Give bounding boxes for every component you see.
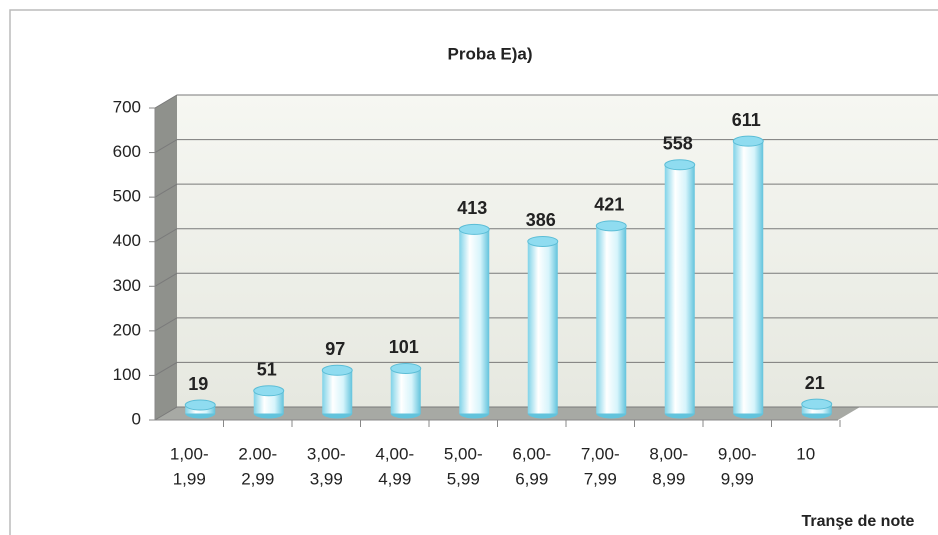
bar bbox=[596, 225, 627, 414]
bar-top bbox=[390, 362, 422, 374]
bar-top bbox=[801, 398, 833, 410]
y-tick-label: 300 bbox=[113, 276, 141, 295]
grid-line bbox=[154, 139, 938, 154]
y-tick-label: 0 bbox=[132, 409, 141, 428]
value-label: 51 bbox=[257, 360, 277, 380]
bar-top bbox=[527, 235, 559, 247]
value-label: 413 bbox=[457, 198, 487, 218]
chart-title: Proba E)a) bbox=[447, 44, 532, 63]
x-tick-label: 5,00- bbox=[444, 444, 483, 463]
value-label: 101 bbox=[389, 337, 419, 357]
y-tick-label: 400 bbox=[113, 231, 141, 250]
bar-top bbox=[732, 135, 764, 147]
bar-top bbox=[664, 159, 696, 171]
bar bbox=[664, 164, 695, 414]
x-tick-label: 10 bbox=[796, 444, 815, 463]
x-tick-label: 2.00- bbox=[238, 444, 277, 463]
side-wall bbox=[155, 95, 177, 420]
x-tick-label: 7,99 bbox=[584, 469, 617, 488]
x-tick-label: 8,00- bbox=[649, 444, 688, 463]
x-tick-label: 9,99 bbox=[721, 469, 754, 488]
y-tick-label: 200 bbox=[113, 320, 141, 339]
value-label: 386 bbox=[526, 210, 556, 230]
x-tick-label: 1,00- bbox=[170, 444, 209, 463]
x-tick-label: 7,00- bbox=[581, 444, 620, 463]
y-tick-label: 100 bbox=[113, 365, 141, 384]
value-label: 558 bbox=[663, 134, 693, 154]
value-label: 97 bbox=[325, 339, 345, 359]
bar bbox=[322, 370, 353, 414]
bar-top bbox=[321, 364, 353, 376]
x-tick-label: 1,99 bbox=[173, 469, 206, 488]
bar bbox=[733, 141, 764, 414]
x-tick-label: 2,99 bbox=[241, 469, 274, 488]
x-axis-label: Tranşe de note bbox=[802, 513, 915, 530]
value-label: 421 bbox=[594, 195, 624, 215]
bar bbox=[253, 390, 284, 414]
bar bbox=[459, 229, 490, 414]
bar-top bbox=[595, 220, 627, 232]
x-tick-label: 5,99 bbox=[447, 469, 480, 488]
x-tick-label: 9,00- bbox=[718, 444, 757, 463]
x-tick-label: 3,00- bbox=[307, 444, 346, 463]
y-tick-label: 600 bbox=[113, 142, 141, 161]
y-tick-label: 700 bbox=[113, 97, 141, 116]
value-label: 19 bbox=[188, 374, 208, 394]
x-tick-label: 6,00- bbox=[512, 444, 551, 463]
x-tick-label: 4,99 bbox=[378, 469, 411, 488]
bar-top bbox=[184, 399, 216, 411]
x-tick-label: 3,99 bbox=[310, 469, 343, 488]
bar bbox=[390, 368, 421, 414]
bar bbox=[527, 241, 558, 414]
x-tick-label: 6,99 bbox=[515, 469, 548, 488]
value-label: 611 bbox=[732, 110, 761, 130]
bar-top bbox=[253, 385, 285, 397]
grid-line bbox=[154, 94, 938, 109]
y-tick-label: 500 bbox=[113, 187, 141, 206]
value-label: 21 bbox=[805, 373, 825, 393]
x-tick-label: 8,99 bbox=[652, 469, 685, 488]
bar-top bbox=[458, 223, 490, 235]
x-tick-label: 4,00- bbox=[375, 444, 414, 463]
